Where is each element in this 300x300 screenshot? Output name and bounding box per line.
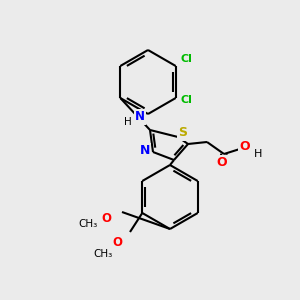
- Text: O: O: [112, 236, 122, 250]
- Text: H: H: [124, 117, 132, 127]
- Text: N: N: [135, 110, 145, 124]
- Text: O: O: [101, 212, 111, 224]
- Text: Cl: Cl: [181, 54, 193, 64]
- Text: CH₃: CH₃: [93, 249, 112, 259]
- Text: N: N: [140, 145, 150, 158]
- Text: S: S: [178, 127, 188, 140]
- Text: CH₃: CH₃: [78, 219, 98, 229]
- Text: O: O: [217, 157, 227, 169]
- Text: Cl: Cl: [181, 95, 193, 105]
- Text: O: O: [240, 140, 250, 152]
- Text: H: H: [254, 149, 262, 159]
